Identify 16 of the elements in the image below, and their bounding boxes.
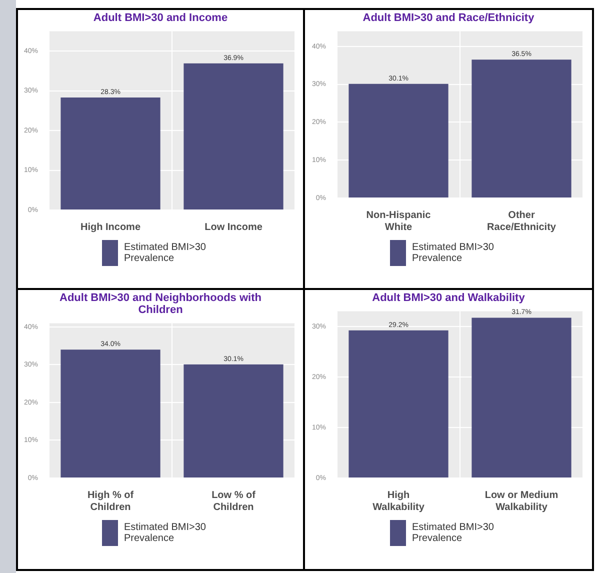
chart-title: Adult BMI>30 and Neighborhoods with Children — [58, 290, 262, 316]
chart-title: Adult BMI>30 and Walkability — [371, 290, 526, 304]
x-tick-label: Non-Hispanic White — [366, 210, 431, 233]
chart-title: Adult BMI>30 and Race/Ethnicity — [362, 11, 536, 24]
text: Estimated BMI>30 Prevalence — [124, 522, 207, 544]
x-tick-label: High % of Children — [86, 489, 134, 512]
text: Estimated BMI>30 Prevalence — [124, 242, 207, 264]
x-tick-label: High Income — [80, 222, 140, 233]
text: Estimated BMI>30 Prevalence — [412, 522, 495, 544]
x-tick-label: Low % of Children — [211, 489, 256, 512]
x-tick-label: Low Income — [204, 222, 262, 233]
chart-title: Adult BMI>30 and Income — [92, 11, 229, 24]
text: Estimated BMI>30 Prevalence — [412, 242, 495, 264]
x-tick-label: Low or Medium Walkability — [484, 489, 558, 512]
x-tick-label: Other Race/Ethnicity — [486, 210, 556, 233]
x-tick-label: High Walkability — [372, 489, 424, 512]
